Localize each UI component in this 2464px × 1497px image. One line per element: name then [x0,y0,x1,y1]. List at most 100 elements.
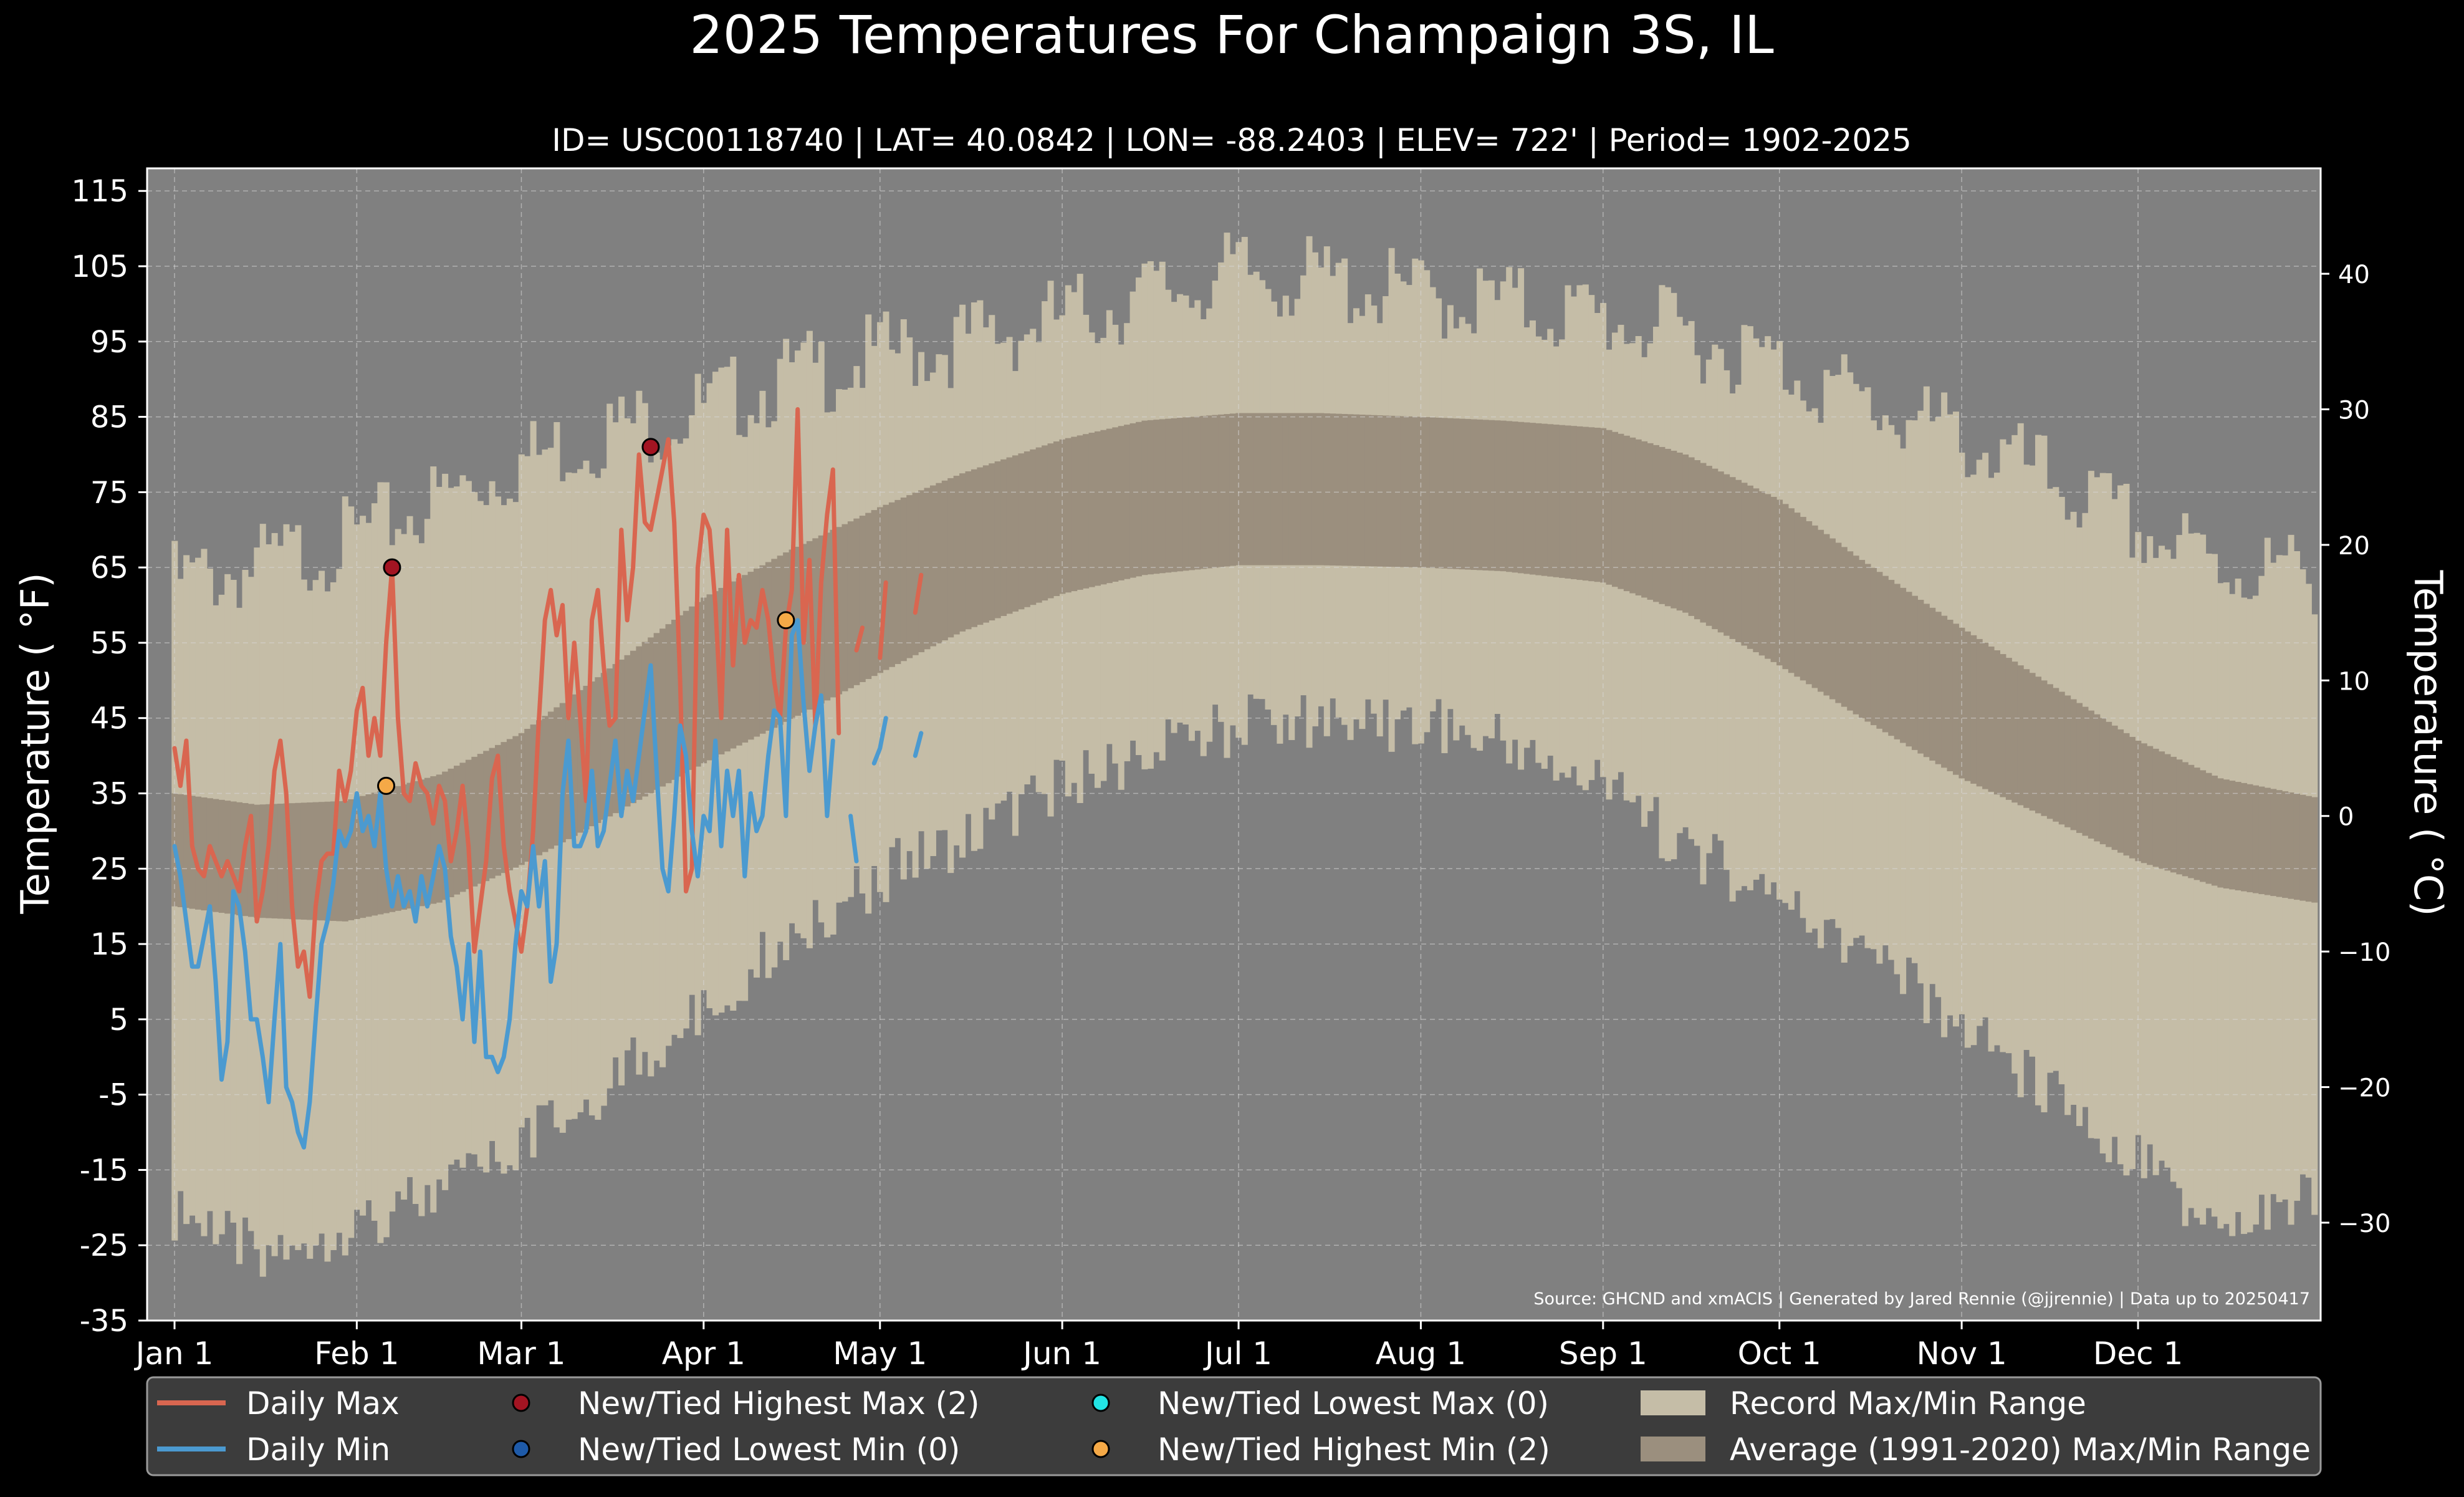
normal-range-bar [1124,425,1131,579]
normal-range-bar [1353,414,1360,566]
y-right-tick-label: 40 [2338,261,2370,289]
normal-range-bar [2288,792,2294,899]
y-tick-label: 75 [90,475,128,510]
normal-range-bar [512,736,519,868]
y-tick-label: -25 [80,1228,128,1263]
normal-range-bar [1100,430,1107,585]
normal-range-bar [824,532,831,701]
normal-range-bar [2053,688,2059,822]
x-axis: Jan 1 Feb 1 Mar 1 Apr 1 May 1 Jun 1 Jul 1 Aug 1… [134,1321,2183,1372]
normal-range-bar [1424,417,1431,568]
y-right-tick-label: −20 [2338,1074,2390,1103]
normal-range-bar [524,728,531,862]
normal-range-bar [1847,551,1854,711]
normal-range-bar [947,478,954,638]
normal-range-bar [224,801,231,914]
normal-range-bar [1436,417,1442,569]
normal-range-bar [1282,413,1289,566]
normal-range-bar [1206,415,1213,569]
normal-range-bar [2217,778,2224,888]
normal-range-bar [1747,485,1753,649]
normal-range-bar [1765,494,1771,659]
normal-range-bar [1835,542,1842,703]
normal-range-bar [1993,650,2001,795]
record-range-bar [307,590,314,1259]
normal-range-bar [936,483,942,643]
normal-range-bar [2211,776,2218,886]
normal-range-bar [994,461,1001,619]
y-tick-label: -15 [80,1153,128,1188]
normal-range-bar [1482,420,1489,570]
normal-range-bar [1988,646,1995,792]
normal-range-bar [324,801,331,921]
normal-range-bar [1400,416,1407,567]
normal-range-bar [924,488,931,650]
normal-range-bar [1165,418,1172,573]
normal-range-bar [1770,496,1777,662]
normal-range-bar [1347,414,1354,566]
new-tied-highest-min-marker [377,776,396,795]
normal-range-bar [1518,421,1525,574]
legend: Daily Max Daily Min New/Tied Highest Max (… [146,1376,2322,1476]
normal-range-bar [1429,417,1436,569]
y-right-tick-label: −10 [2338,938,2390,967]
y-tick-label: 35 [90,777,128,812]
record-range-bar [2223,582,2230,1225]
daily-max-line [172,407,924,999]
normal-range-bar [1911,595,1918,750]
normal-range-bar [1364,415,1371,567]
normal-range-bar [847,521,854,688]
normal-range-bar [588,681,595,827]
normal-range-bar [1259,413,1266,566]
y-right-tick-label: 30 [2338,397,2370,425]
normal-range-bar [2029,673,2036,811]
normal-range-bar [671,619,678,780]
normal-range-bar [483,751,490,882]
normal-range-bar [1341,413,1348,566]
series-lines [172,407,924,1150]
normal-range-bar [183,795,190,908]
normal-range-bar [1006,457,1013,614]
normal-range-bar [2170,756,2177,873]
normal-range-bar [295,802,302,920]
normal-range-bar [1512,421,1518,573]
normal-range-bar [653,633,660,790]
normal-range-bar [542,716,549,852]
normal-range-bar [1371,415,1378,567]
normal-range-bar [1288,413,1295,566]
y-tick-label: -35 [80,1304,128,1339]
x-tick-label: Jun 1 [1021,1336,1101,1372]
normal-range-bar [401,784,408,910]
normal-range-bar [1582,426,1589,581]
record-range-bar [2252,595,2260,1225]
normal-range-bar [1065,438,1071,593]
normal-range-bar [1494,420,1501,571]
normal-range-bar [1035,447,1042,603]
normal-range-bar [1500,420,1507,572]
normal-range-bar [2076,703,2083,833]
normal-range-bar [1247,413,1254,566]
normal-range-bar [547,711,554,849]
legend-label: Daily Max [246,1385,400,1422]
normal-range-bar [1671,450,1677,609]
daily-min-line [172,618,924,1150]
normal-range-bar [1717,471,1724,633]
normal-range-bar [2229,781,2236,890]
normal-range-bar [836,527,843,695]
normal-range-bar [536,720,543,855]
normal-range-bar [2005,658,2012,800]
normal-range-bar [1906,592,1912,747]
normal-range-bar [812,538,819,707]
normal-range-bar [230,801,237,915]
normal-range-bar [371,792,378,916]
normal-range-bar [2305,796,2312,902]
y-tick-label: 45 [90,701,128,736]
normal-range-bar [412,781,419,908]
normal-range-bar [2299,794,2306,901]
normal-range-bar [1712,468,1719,630]
normal-range-bar [1076,435,1083,590]
normal-range-bar [1323,413,1330,566]
normal-range-bar [1182,417,1189,571]
normal-range-bar [900,498,907,662]
